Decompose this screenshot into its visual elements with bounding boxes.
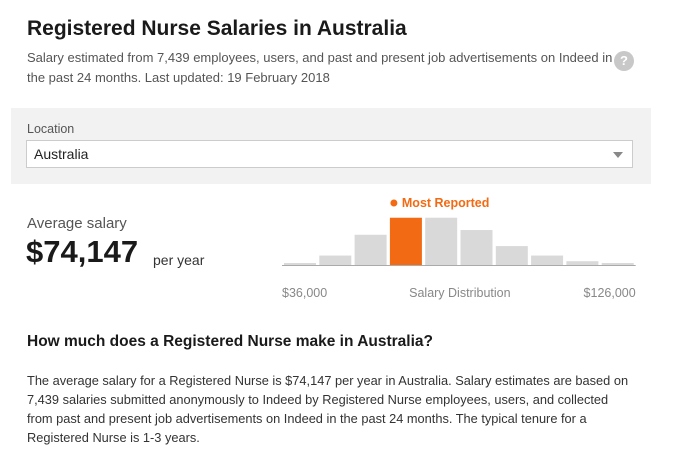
- location-select[interactable]: Australia: [26, 140, 633, 168]
- x-min-label: $36,000: [282, 286, 327, 300]
- salary-period: per year: [153, 252, 205, 268]
- distribution-bar: [354, 234, 387, 265]
- distribution-bar: [284, 263, 316, 265]
- salary-distribution-chart: Most Reported $36,000 Salary Distributio…: [282, 196, 636, 300]
- distribution-bar: [531, 255, 564, 265]
- distribution-bar: [425, 217, 458, 265]
- x-max-label: $126,000: [584, 286, 636, 300]
- distribution-bar: [460, 230, 493, 265]
- average-salary-value: $74,147: [26, 234, 139, 269]
- location-panel: Location Australia: [11, 108, 651, 184]
- distribution-bar-most-reported: [389, 217, 422, 265]
- x-axis-label: Salary Distribution: [409, 286, 510, 300]
- legend-most-reported: Most Reported: [402, 196, 490, 210]
- distribution-bar: [495, 246, 528, 265]
- faq-heading: How much does a Registered Nurse make in…: [27, 333, 433, 350]
- page-subtitle: Salary estimated from 7,439 employees, u…: [27, 50, 613, 85]
- distribution-bar: [566, 261, 599, 265]
- faq-text: The average salary for a Registered Nurs…: [27, 373, 629, 445]
- distribution-bar: [319, 255, 352, 265]
- page-title: Registered Nurse Salaries in Australia: [27, 17, 407, 40]
- help-icon[interactable]: ?: [614, 51, 634, 71]
- distribution-bar: [601, 263, 634, 265]
- average-salary-label: Average salary: [27, 215, 127, 232]
- chevron-down-icon: [613, 152, 623, 158]
- location-label: Location: [27, 122, 75, 136]
- location-selected-value: Australia: [34, 146, 89, 162]
- most-reported-dot-icon: [390, 199, 398, 207]
